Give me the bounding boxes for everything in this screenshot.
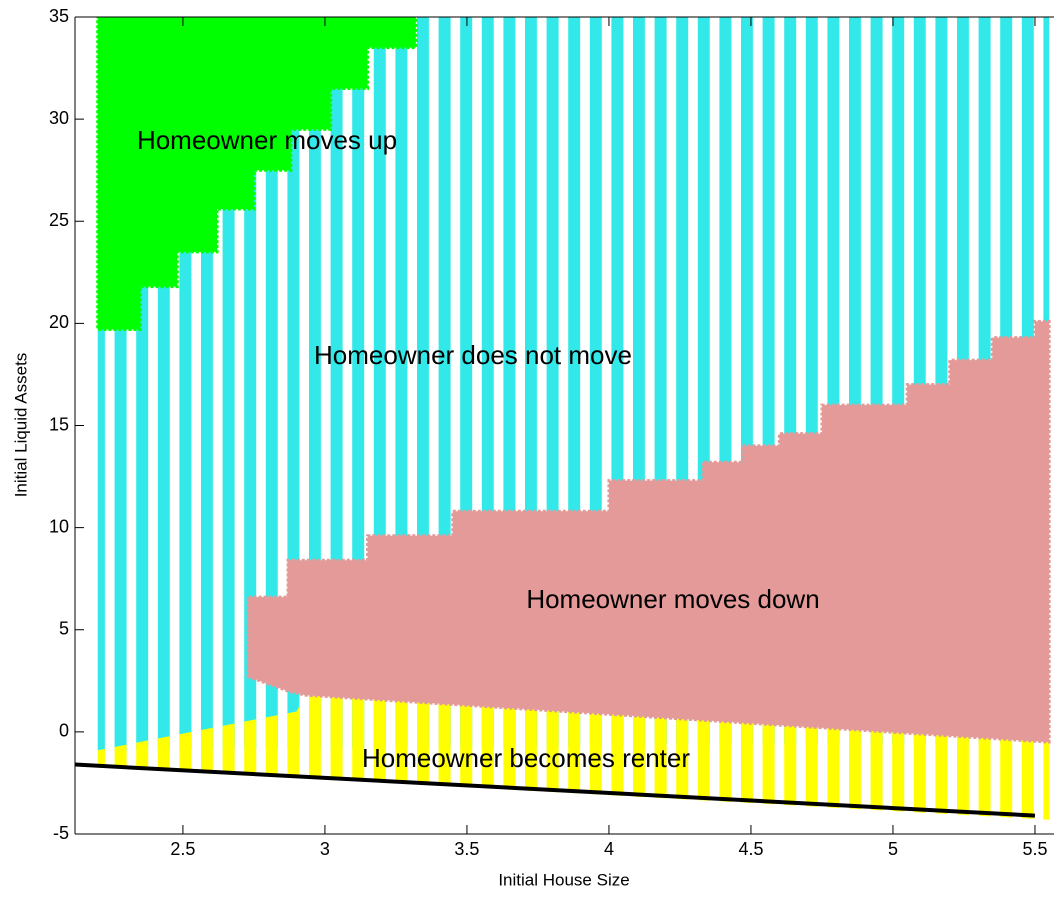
region-label: Homeowner moves up bbox=[137, 125, 397, 155]
x-axis-label: Initial House Size bbox=[498, 870, 629, 889]
y-tick-label: 5 bbox=[59, 619, 69, 639]
plot-area bbox=[75, 17, 1051, 820]
x-tick-label: 4.5 bbox=[738, 839, 763, 859]
y-tick-label: 10 bbox=[49, 516, 69, 536]
y-tick-label: 15 bbox=[49, 414, 69, 434]
y-tick-label: 30 bbox=[49, 108, 69, 128]
y-tick-label: -5 bbox=[53, 823, 69, 843]
region bbox=[246, 319, 1051, 744]
y-tick-label: 20 bbox=[49, 312, 69, 332]
x-tick-label: 5.5 bbox=[1022, 839, 1047, 859]
x-tick-label: 3.5 bbox=[454, 839, 479, 859]
region-label: Homeowner does not move bbox=[314, 340, 632, 370]
y-tick-label: 25 bbox=[49, 210, 69, 230]
y-axis-label: Initial Liquid Assets bbox=[11, 353, 30, 498]
region bbox=[96, 17, 418, 332]
y-tick-label: 0 bbox=[59, 721, 69, 741]
boundary-line bbox=[75, 762, 1036, 818]
region-label: Homeowner becomes renter bbox=[362, 743, 690, 773]
x-tick-label: 3 bbox=[320, 839, 330, 859]
x-tick-label: 5 bbox=[888, 839, 898, 859]
x-tick-label: 2.5 bbox=[170, 839, 195, 859]
x-tick-label: 4 bbox=[604, 839, 614, 859]
region bbox=[97, 695, 1050, 820]
y-tick-label: 35 bbox=[49, 6, 69, 26]
region-label: Homeowner moves down bbox=[526, 584, 819, 614]
